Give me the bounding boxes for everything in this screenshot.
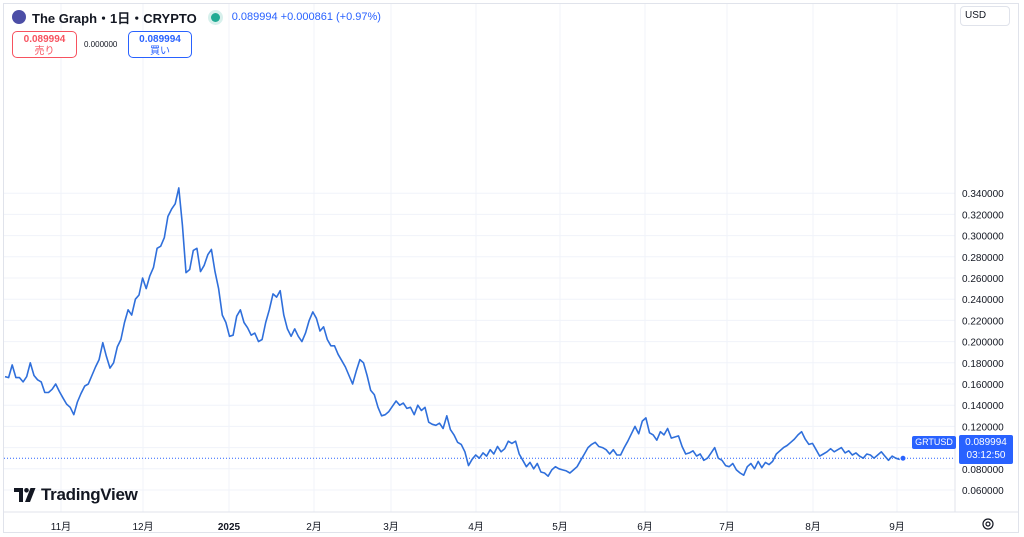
time-tick-label: 5月 bbox=[552, 521, 568, 533]
tradingview-logo-text: TradingView bbox=[41, 485, 138, 504]
sell-price: 0.089994 bbox=[23, 34, 66, 45]
sell-button[interactable]: 0.089994 売り bbox=[12, 31, 77, 58]
price-tick-label: 0.180000 bbox=[962, 359, 1004, 370]
time-tick-label: 3月 bbox=[383, 521, 399, 533]
price-tick-label: 0.300000 bbox=[962, 232, 1004, 243]
bar-countdown: 03:12:50 bbox=[966, 450, 1006, 461]
price-tick-label: 0.080000 bbox=[962, 465, 1004, 476]
price-tick-label: 0.260000 bbox=[962, 274, 1004, 285]
last-price-tag: 0.089994 03:12:50 bbox=[959, 435, 1013, 464]
time-tick-label: 8月 bbox=[805, 521, 821, 533]
sell-label: 売り bbox=[34, 46, 55, 57]
last-price-value: 0.089994 bbox=[965, 437, 1007, 448]
time-tick-label: 11月 bbox=[51, 521, 71, 533]
market-open-indicator-icon bbox=[210, 12, 220, 22]
buy-label: 買い bbox=[150, 46, 170, 57]
buy-button[interactable]: 0.089994 買い bbox=[128, 31, 192, 58]
header-price-change: 0.089994 +0.000861 (+0.97%) bbox=[231, 11, 381, 23]
buy-price: 0.089994 bbox=[139, 34, 181, 45]
price-tick-label: 0.340000 bbox=[962, 189, 1004, 200]
price-series-line bbox=[4, 187, 904, 477]
last-price-marker bbox=[899, 454, 907, 462]
spread-value: 0.000000 bbox=[84, 40, 118, 49]
price-tick-label: 0.160000 bbox=[962, 380, 1004, 391]
symbol-price-tag: GRTUSD bbox=[912, 436, 956, 449]
grt-token-icon bbox=[12, 10, 26, 24]
price-tick-label: 0.120000 bbox=[962, 422, 1004, 433]
time-tick-label: 4月 bbox=[468, 521, 484, 533]
chart-frame bbox=[3, 3, 1019, 533]
price-tick-label: 0.240000 bbox=[962, 295, 1004, 306]
time-tick-label: 9月 bbox=[889, 521, 905, 533]
chart-header: The Graph・1日・CRYPTO 0.089994 +0.000861 (… bbox=[12, 8, 381, 26]
tradingview-logo[interactable]: TradingView bbox=[14, 485, 138, 505]
price-tick-label: 0.060000 bbox=[962, 486, 1004, 497]
price-tick-label: 0.320000 bbox=[962, 210, 1004, 221]
symbol-title[interactable]: The Graph・1日・CRYPTO bbox=[32, 10, 197, 26]
time-tick-label: 7月 bbox=[719, 521, 735, 533]
time-tick-label: 6月 bbox=[637, 521, 653, 533]
price-tick-label: 0.280000 bbox=[962, 253, 1004, 264]
price-tick-label: 0.220000 bbox=[962, 316, 1004, 327]
tradingview-logo-icon bbox=[14, 488, 36, 502]
time-tick-label: 2月 bbox=[306, 521, 322, 533]
currency-selector[interactable]: USD bbox=[960, 6, 1010, 26]
time-tick-label: 12月 bbox=[132, 521, 153, 533]
settings-gear-icon[interactable] bbox=[981, 517, 995, 531]
chart-grid bbox=[4, 4, 955, 512]
time-axis-labels: 11月 12月 2025 2月 3月 4月 5月 6月 7月 8月 9月 bbox=[51, 521, 905, 533]
price-tick-label: 0.140000 bbox=[962, 401, 1004, 412]
price-tick-label: 0.200000 bbox=[962, 338, 1004, 349]
time-tick-label: 2025 bbox=[218, 522, 241, 533]
